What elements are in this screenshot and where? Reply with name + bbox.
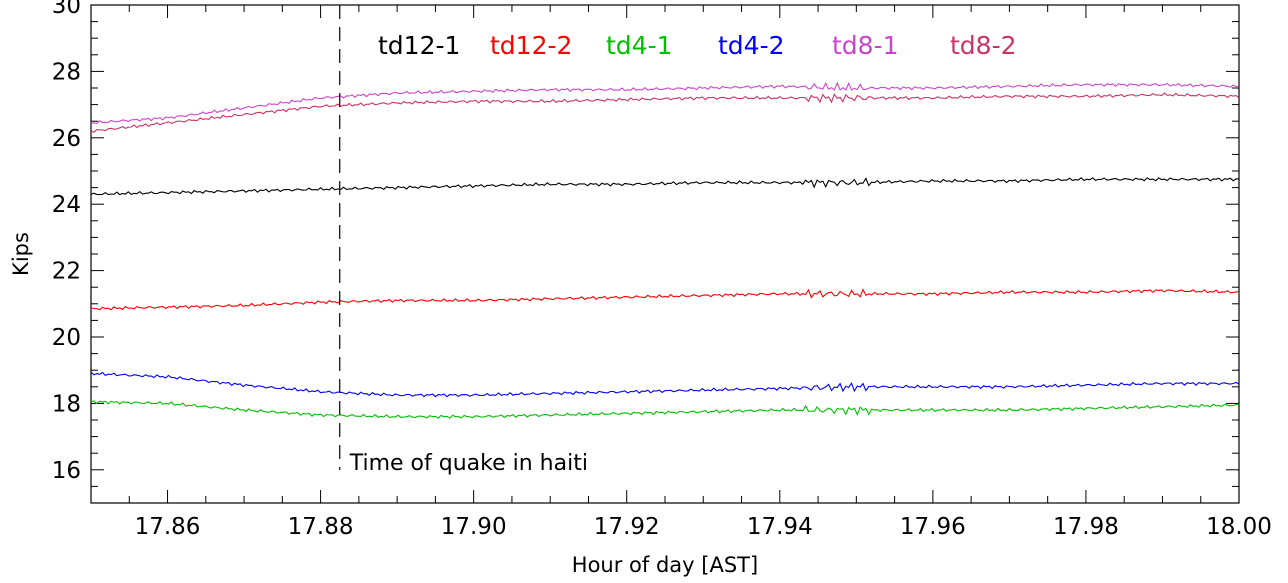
legend-entry-td12-1: td12-1 xyxy=(378,31,460,60)
series-line-td4-1 xyxy=(91,400,1239,419)
x-tick-label: 17.92 xyxy=(594,514,660,540)
y-tick-label: 16 xyxy=(52,458,81,484)
plot-border xyxy=(90,4,1240,504)
x-axis: 17.86 17.88 17.90 17.92 17.94 17.96 17.98 18.00 xyxy=(90,5,1272,540)
legend: td12-1 td12-2 td4-1 td4-2 td8-1 td8-2 xyxy=(378,31,1017,60)
y-tick-label: 18 xyxy=(52,391,81,417)
x-tick-label: 17.86 xyxy=(135,514,201,540)
series-line-td12-1 xyxy=(91,177,1239,196)
y-tick-label: 26 xyxy=(52,126,81,152)
legend-entry-td4-2: td4-2 xyxy=(718,31,785,60)
x-axis-label: Hour of day [AST] xyxy=(572,553,758,577)
legend-entry-td4-1: td4-1 xyxy=(606,31,673,60)
series-line-td4-2 xyxy=(91,371,1239,398)
plot-frame xyxy=(90,4,1240,504)
y-tick-label: 28 xyxy=(52,59,81,85)
legend-entry-td12-2: td12-2 xyxy=(490,31,572,60)
series-layer xyxy=(91,81,1239,419)
y-tick-label: 30 xyxy=(52,0,81,19)
quake-annotation-label: Time of quake in haiti xyxy=(349,451,588,476)
y-tick-label: 24 xyxy=(52,192,81,218)
annotation-layer: Time of quake in haiti xyxy=(339,5,588,476)
x-tick-label: 17.98 xyxy=(1053,514,1119,540)
x-tick-label: 18.00 xyxy=(1206,514,1272,540)
series-line-td8-1 xyxy=(91,81,1239,125)
x-tick-label: 17.90 xyxy=(441,514,507,540)
y-axis: 16 18 20 22 24 26 28 30 xyxy=(52,0,1239,504)
legend-entry-td8-2: td8-2 xyxy=(950,31,1017,60)
series-line-td8-2 xyxy=(91,92,1239,133)
series-line-td12-2 xyxy=(91,288,1239,311)
legend-entry-td8-1: td8-1 xyxy=(832,31,899,60)
x-tick-label: 17.94 xyxy=(747,514,813,540)
x-tick-label: 17.88 xyxy=(288,514,354,540)
y-tick-label: 20 xyxy=(52,325,81,351)
y-tick-label: 22 xyxy=(52,259,81,285)
y-axis-label: Kips xyxy=(9,232,33,276)
x-tick-label: 17.96 xyxy=(900,514,966,540)
